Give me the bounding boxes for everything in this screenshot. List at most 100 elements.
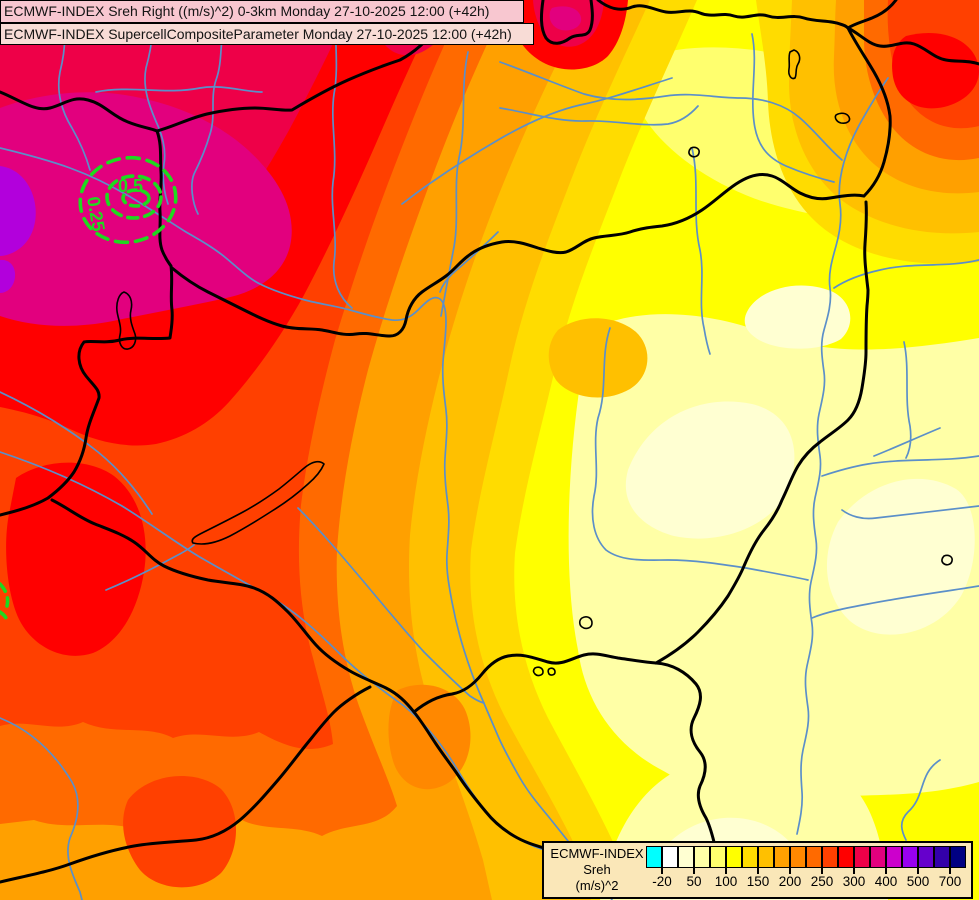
legend-color-cell	[950, 846, 966, 868]
river-tisza	[796, 77, 889, 835]
legend-tick-label: -20	[652, 874, 672, 889]
legend-tick	[821, 868, 823, 874]
river-hron	[440, 51, 469, 317]
legend-color-cell	[694, 846, 710, 868]
contour-region	[0, 259, 16, 293]
legend-tick-label: 250	[810, 874, 834, 889]
legend-color-cell	[710, 846, 726, 868]
river	[751, 33, 835, 183]
lake-outline	[788, 49, 801, 80]
lake-outline	[532, 666, 544, 677]
legend-title-line3: (m/s)^2	[575, 878, 619, 893]
river	[591, 327, 809, 581]
river	[873, 427, 941, 457]
lake-outline	[547, 667, 556, 676]
legend-color-cell	[726, 846, 742, 868]
contour-region	[549, 6, 582, 31]
legend-tick	[661, 868, 663, 874]
lake-balaton	[191, 461, 325, 545]
country-border	[596, 0, 850, 30]
title-bar-scp: ECMWF-INDEX SupercellCompositeParameter …	[0, 23, 534, 45]
legend-color-cell	[662, 846, 678, 868]
legend-tick-label: 700	[938, 874, 962, 889]
legend-panel: ECMWF-INDEX Sreh (m/s)^2 -20 50 100 150 200 2…	[542, 841, 973, 899]
legend-color-cell	[758, 846, 774, 868]
river	[821, 455, 979, 477]
scp-contour-fragment	[0, 582, 10, 608]
legend-color-cell	[822, 846, 838, 868]
legend-tick-label: 500	[906, 874, 930, 889]
legend-tick	[885, 868, 887, 874]
title-bar-sreh: ECMWF-INDEX Sreh Right ((m/s)^2) 0-3km M…	[0, 0, 524, 23]
river-vah	[331, 0, 353, 309]
country-border	[50, 498, 546, 850]
legend-tick	[725, 868, 727, 874]
country-border	[0, 685, 372, 884]
legend-color-cell	[790, 846, 806, 868]
legend-tick	[757, 868, 759, 874]
river	[903, 341, 912, 459]
scp-contour-layer	[0, 155, 178, 620]
legend-tick	[917, 868, 919, 874]
scp-contour-inner	[105, 174, 163, 220]
country-border	[654, 200, 870, 665]
legend-color-cell	[886, 846, 902, 868]
legend-color-cell	[806, 846, 822, 868]
river	[499, 61, 843, 161]
legend-title: ECMWF-INDEX Sreh (m/s)^2	[546, 846, 648, 894]
scp-contour-core	[121, 188, 151, 208]
lake-layer	[116, 49, 953, 677]
contour-region	[0, 166, 36, 256]
contour-region	[123, 776, 237, 888]
legend-title-line2: Sreh	[583, 862, 611, 877]
legend-color-cell	[902, 846, 918, 868]
river	[691, 147, 711, 355]
river	[0, 717, 83, 900]
river	[900, 759, 941, 841]
country-border	[412, 652, 716, 844]
legend-tick-label: 400	[874, 874, 898, 889]
country-border	[0, 90, 159, 133]
country-border	[170, 172, 866, 338]
legend-tick-label: 150	[746, 874, 770, 889]
legend-color-cell	[646, 846, 662, 868]
river	[833, 259, 979, 289]
scp-contour-outer	[78, 155, 178, 245]
legend-tick	[853, 868, 855, 874]
country-border	[846, 26, 892, 198]
contour-region	[548, 318, 648, 398]
legend-tick-label: 50	[686, 874, 702, 889]
legend-color-cell	[918, 846, 934, 868]
contour-region	[625, 401, 795, 539]
legend-tick	[693, 868, 695, 874]
lake-outline	[834, 112, 851, 124]
legend-color-cell	[678, 846, 694, 868]
scp-contour-label-inner: 0.5	[118, 176, 143, 196]
country-border	[539, 0, 594, 45]
river-maros	[811, 585, 979, 619]
country-border	[846, 26, 979, 66]
river	[499, 105, 699, 126]
river	[401, 77, 673, 205]
legend-color-cell	[838, 846, 854, 868]
legend-color-cell	[854, 846, 870, 868]
scp-contour-fragment	[0, 610, 8, 620]
legend-color-cell	[934, 846, 950, 868]
title-text-scp: ECMWF-INDEX SupercellCompositeParameter …	[4, 26, 512, 42]
legend-tick-label: 200	[778, 874, 802, 889]
legend-title-line1: ECMWF-INDEX	[550, 846, 644, 861]
contour-region	[6, 462, 146, 656]
river	[95, 86, 263, 93]
river-zala	[105, 544, 195, 591]
legend-tick-label: 300	[842, 874, 866, 889]
contour-region	[0, 92, 292, 326]
river-danube	[0, 147, 613, 900]
lake-ferto	[116, 291, 137, 350]
legend-color-cell	[742, 846, 758, 868]
country-border	[846, 0, 898, 30]
